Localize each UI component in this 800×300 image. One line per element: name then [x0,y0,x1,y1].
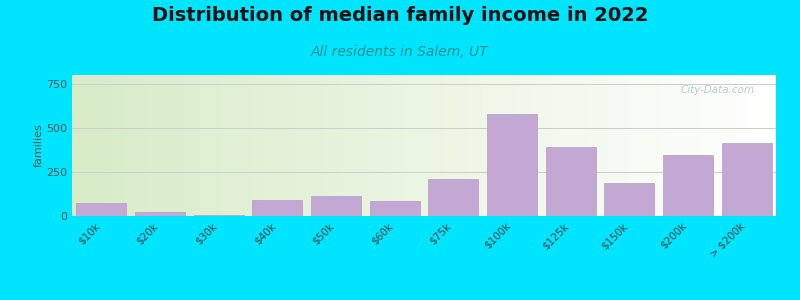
Bar [77,203,126,216]
Bar [546,147,595,216]
Bar [722,143,771,216]
Text: Distribution of median family income in 2022: Distribution of median family income in … [152,6,648,25]
Bar [605,183,654,216]
Text: City-Data.com: City-Data.com [681,85,755,95]
Bar [194,215,243,216]
Bar [429,179,478,216]
Bar [311,196,361,216]
Bar [663,155,713,216]
Y-axis label: families: families [34,124,43,167]
Bar [253,200,302,216]
Bar [135,212,185,216]
Bar [370,201,419,216]
Text: All residents in Salem, UT: All residents in Salem, UT [311,45,489,59]
Bar [487,114,537,216]
